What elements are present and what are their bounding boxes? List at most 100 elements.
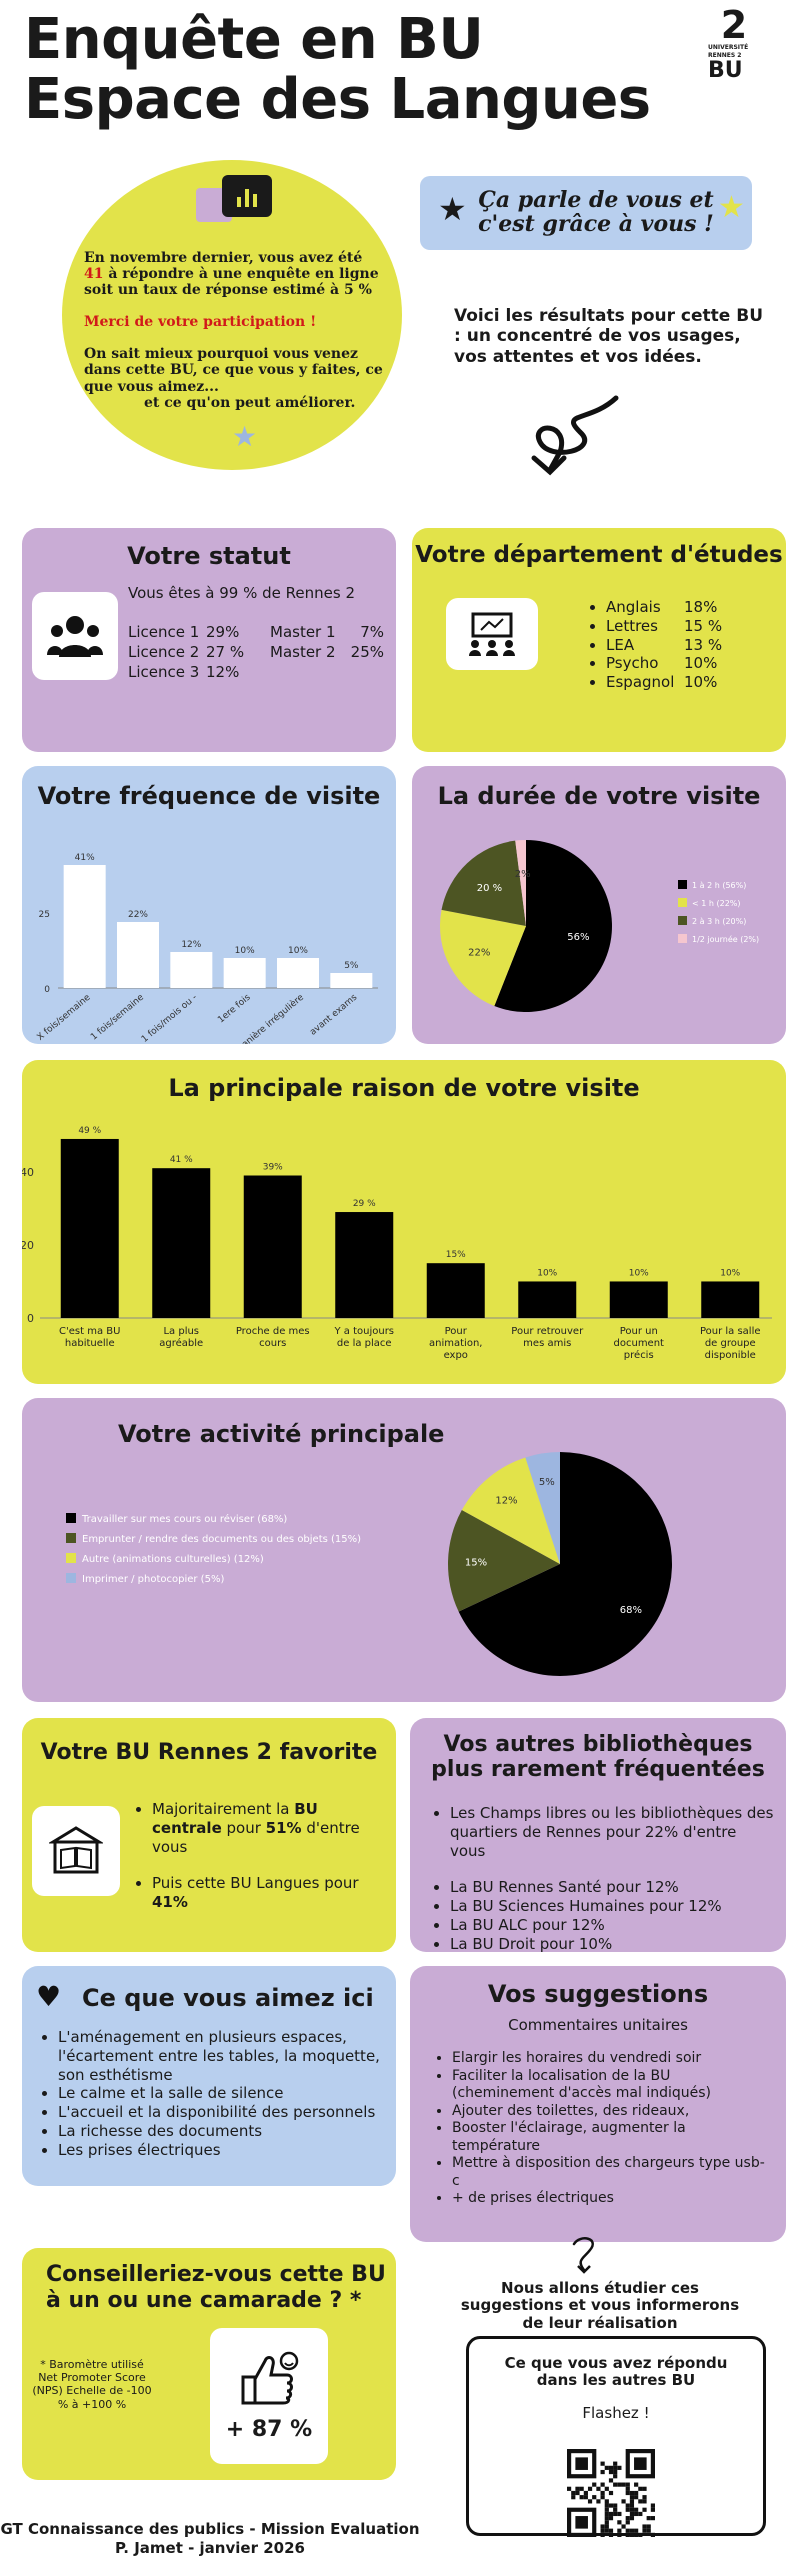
x-tick-label: 1ere fois <box>216 992 253 1025</box>
qr-module <box>642 2528 647 2533</box>
qr-module <box>613 2507 618 2512</box>
qr-module <box>642 2486 647 2491</box>
qr-module <box>587 2486 593 2491</box>
bar <box>60 1138 119 1318</box>
qr-module <box>617 2520 622 2525</box>
suggestions-subtitle: Commentaires unitaires <box>508 2016 688 2034</box>
list-item: La BU Sciences Humaines pour 12% <box>450 1897 776 1916</box>
qr-module <box>646 2528 651 2533</box>
qr-module <box>629 2528 635 2533</box>
pie-slice <box>461 1457 560 1564</box>
bar <box>277 958 319 988</box>
qr-code-icon[interactable] <box>567 2449 655 2537</box>
x-tick-label: Y a toujours <box>333 1326 394 1337</box>
x-tick-label: cours <box>259 1338 286 1349</box>
users-icon <box>47 616 103 657</box>
qr-module <box>592 2495 597 2500</box>
x-tick-label: agréable <box>159 1337 203 1349</box>
qr-module <box>617 2482 622 2487</box>
qr-module <box>604 2486 609 2491</box>
bar <box>152 1168 211 1318</box>
squiggle-arrow-icon <box>531 395 619 476</box>
intro-text: En novembre dernier, vous avez été 41 à … <box>84 250 384 411</box>
library-icon-box <box>32 1806 120 1896</box>
logo-mark: 2 <box>720 3 748 47</box>
qr-module <box>613 2503 618 2508</box>
list-item: Les prises électriques <box>58 2141 388 2160</box>
pie-label: 15% <box>465 1557 487 1568</box>
qr-module <box>625 2482 630 2487</box>
qr-module <box>608 2511 614 2517</box>
x-tick-label: Pour la salle <box>700 1326 761 1337</box>
qr-module <box>642 2495 647 2500</box>
bar <box>335 1212 394 1318</box>
x-tick-label: document <box>614 1338 665 1349</box>
pie-slice <box>515 840 526 926</box>
conseil-card: Conseilleriez-vous cette BU à un ou une … <box>22 2248 396 2480</box>
qr-module <box>625 2503 630 2508</box>
banner-line1: Ça parle de vous et <box>478 187 714 213</box>
conseil-title-line2: à un ou une camarade ? * <box>46 2288 362 2314</box>
qr-module <box>604 2465 609 2470</box>
legend-swatch <box>66 1533 76 1543</box>
legend-label: 2 à 3 h (20%) <box>692 917 746 926</box>
activite-chart: 68% 15% 12% 5% Travailler sur mes cours ou r… <box>66 1452 673 1676</box>
duree-card: La durée de votre visite 56% 22% 20 % 2% 1 à… <box>412 766 786 1044</box>
qr-module <box>604 2511 609 2517</box>
departement-title: Votre département d'études <box>415 542 783 568</box>
qr-module <box>579 2486 584 2491</box>
pie-slice <box>458 1452 673 1676</box>
qr-module <box>650 2532 655 2537</box>
qr-module <box>634 2532 639 2537</box>
qr-module <box>625 2528 630 2533</box>
qr-module <box>625 2516 630 2521</box>
qr-module <box>579 2495 584 2500</box>
data-label: 39% <box>263 1163 283 1173</box>
legend-swatch <box>66 1573 76 1583</box>
banner-star-icon: ★ <box>438 190 467 228</box>
statut-title: Votre statut <box>127 542 291 570</box>
x-tick-label: expo <box>444 1350 468 1361</box>
x-tick-label: mes amis <box>523 1338 571 1349</box>
qr-module <box>600 2528 605 2533</box>
qr-module <box>629 2495 635 2500</box>
qr-module <box>600 2490 605 2496</box>
qr-module <box>604 2503 609 2508</box>
x-tick-label: précis <box>624 1349 654 1361</box>
x-tick-label: disponible <box>705 1350 756 1361</box>
qr-module <box>629 2532 635 2537</box>
nps-score: + 87 % <box>225 2416 313 2442</box>
legend-label: < 1 h (22%) <box>692 899 741 908</box>
respondent-count: 41 <box>84 266 104 283</box>
qr-module <box>621 2499 626 2504</box>
legend-label: 1/2 journée (2%) <box>692 934 759 944</box>
list-item: Mettre à disposition des chargeurs type … <box>452 2155 772 2190</box>
nps-box: + 87 % <box>210 2328 328 2464</box>
qr-module <box>634 2482 639 2487</box>
statut-row: Licence 3 12% <box>128 663 240 681</box>
list-item: Ajouter des toilettes, des rideaux, <box>452 2103 772 2121</box>
university-logo: 2 UNIVERSITÉ RENNES 2 BU <box>708 6 760 90</box>
qr-module <box>583 2495 588 2500</box>
qr-module <box>638 2532 643 2537</box>
bar <box>63 865 106 988</box>
x-tick-label: avant exams <box>308 992 359 1037</box>
data-label: 10% <box>629 1268 649 1278</box>
duree-title: La durée de votre visite <box>437 782 761 810</box>
list-item: L'aménagement en plusieurs espaces, l'éc… <box>58 2028 388 2084</box>
bar <box>609 1281 668 1318</box>
qr-module <box>629 2499 635 2504</box>
library-icon <box>49 1826 103 1874</box>
data-label: 10% <box>537 1268 557 1278</box>
list-item: La richesse des documents <box>58 2122 388 2141</box>
duree-chart: 56% 22% 20 % 2% 1 à 2 h (56%) < 1 h (22%) 2 à … <box>440 840 759 1012</box>
statut-row: Licence 1 29% Master 1 7% <box>128 623 384 641</box>
bar <box>518 1281 577 1318</box>
x-tick-label: 1 fois/mois ou - <box>140 993 199 1044</box>
activite-title: Votre activité principale <box>118 1420 445 1448</box>
data-label: 10% <box>235 946 255 956</box>
